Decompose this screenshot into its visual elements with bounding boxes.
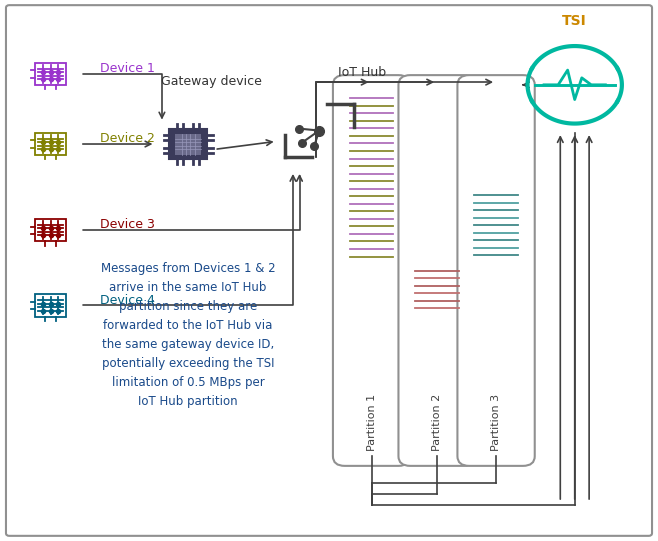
FancyBboxPatch shape bbox=[36, 63, 66, 85]
Text: Gateway device: Gateway device bbox=[161, 75, 261, 88]
FancyBboxPatch shape bbox=[175, 134, 201, 155]
Text: Partition 2: Partition 2 bbox=[432, 393, 442, 451]
Text: Device 4: Device 4 bbox=[99, 294, 155, 307]
Text: IoT Hub: IoT Hub bbox=[338, 67, 386, 80]
FancyBboxPatch shape bbox=[333, 75, 410, 466]
FancyBboxPatch shape bbox=[36, 133, 66, 155]
FancyBboxPatch shape bbox=[457, 75, 535, 466]
Text: Device 1: Device 1 bbox=[99, 62, 155, 75]
FancyBboxPatch shape bbox=[170, 129, 207, 160]
FancyBboxPatch shape bbox=[6, 5, 652, 536]
Text: Partition 1: Partition 1 bbox=[367, 394, 376, 451]
FancyBboxPatch shape bbox=[36, 219, 66, 241]
Text: Partition 3: Partition 3 bbox=[491, 394, 501, 451]
FancyBboxPatch shape bbox=[399, 75, 476, 466]
FancyBboxPatch shape bbox=[36, 294, 66, 316]
Text: Device 2: Device 2 bbox=[99, 132, 155, 145]
Text: Messages from Devices 1 & 2
arrive in the same IoT Hub
partition since they are
: Messages from Devices 1 & 2 arrive in th… bbox=[101, 262, 276, 408]
Text: TSI: TSI bbox=[563, 14, 587, 28]
Text: Device 3: Device 3 bbox=[99, 218, 155, 231]
